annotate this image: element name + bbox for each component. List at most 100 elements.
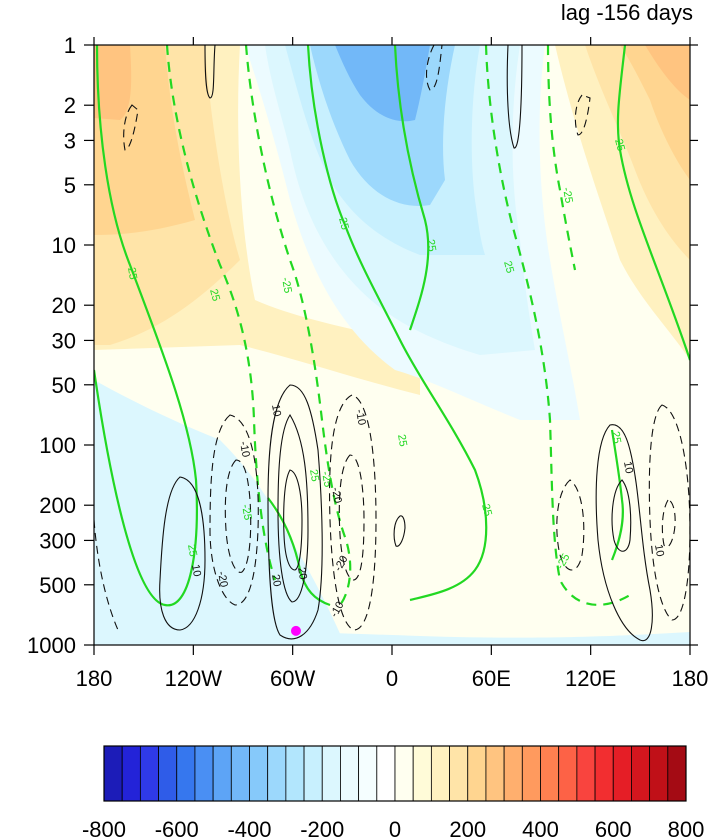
green-label-9: 25 bbox=[395, 433, 409, 447]
black-dashed-4 bbox=[328, 394, 377, 631]
green-label-6: 25 bbox=[501, 260, 516, 275]
colorbar-tick-label: 200 bbox=[449, 817, 486, 838]
colorbar-swatch bbox=[449, 745, 469, 802]
colorbar-swatch bbox=[176, 745, 196, 802]
plot-area: 25 25 -25 -25 25 25 -25 25 25 -25 25 25 … bbox=[94, 45, 690, 645]
x-tick-label: 60W bbox=[270, 666, 315, 691]
black-contour-9 bbox=[611, 479, 632, 552]
green-dashed-3 bbox=[484, 45, 631, 606]
shading-cool-core bbox=[335, 45, 430, 122]
green-contour-6 bbox=[267, 497, 331, 607]
colorbar-swatch bbox=[194, 745, 214, 802]
colorbar-tick-label: 800 bbox=[668, 817, 705, 838]
green-dashed-4 bbox=[546, 45, 577, 271]
colorbar-swatch bbox=[212, 745, 232, 802]
y-tick-label: 500 bbox=[39, 573, 76, 598]
x-tick-label: 180 bbox=[672, 666, 709, 691]
green-dashed-2 bbox=[244, 45, 352, 606]
black-contours bbox=[159, 45, 653, 642]
contour-labels: 25 25 -25 -25 25 25 -25 25 25 -25 25 25 … bbox=[125, 138, 666, 620]
green-label-10: -25 bbox=[319, 470, 334, 488]
black-label-6: -20 bbox=[215, 570, 230, 588]
x-tick-label: 120E bbox=[565, 666, 616, 691]
colorbar-swatch bbox=[139, 745, 159, 802]
colorbar-swatch bbox=[594, 745, 614, 802]
y-tick-label: 300 bbox=[39, 528, 76, 553]
green-contour-3 bbox=[393, 45, 430, 331]
colorbar-swatch bbox=[649, 745, 669, 802]
colorbar-swatch bbox=[521, 745, 541, 802]
black-label-5: 20 bbox=[295, 566, 309, 580]
x-tick-label: 120W bbox=[165, 666, 223, 691]
colorbar-swatch bbox=[576, 745, 596, 802]
y-tick-label: 2 bbox=[64, 93, 76, 118]
black-contour-1 bbox=[204, 45, 216, 99]
black-dashed-1 bbox=[123, 104, 139, 151]
colorbar-tick-label: 400 bbox=[522, 817, 559, 838]
black-label-3: 10 bbox=[189, 563, 203, 577]
shading-cool-bottom bbox=[94, 625, 690, 645]
colorbar-swatch bbox=[103, 745, 123, 802]
green-dashed-1 bbox=[165, 45, 277, 581]
colorbar-swatch bbox=[412, 745, 432, 802]
colorbar-swatch bbox=[394, 745, 414, 802]
green-contour-5 bbox=[610, 429, 624, 561]
colorbar-swatch bbox=[485, 745, 505, 802]
colorbar-tick-label: -800 bbox=[82, 817, 126, 838]
colorbar-swatch bbox=[321, 745, 341, 802]
black-contour-3 bbox=[267, 384, 323, 640]
colorbar-swatch bbox=[503, 745, 523, 802]
black-contour-4 bbox=[277, 413, 309, 603]
y-tick-label: 5 bbox=[64, 173, 76, 198]
green-contours bbox=[94, 45, 690, 607]
colorbar-tick-label: 0 bbox=[389, 817, 401, 838]
colorbar-swatch bbox=[631, 745, 651, 802]
green-label-5: 25 bbox=[424, 238, 438, 252]
colorbar-swatch bbox=[540, 745, 560, 802]
reference-point-marker bbox=[290, 625, 301, 636]
green-contour-4 bbox=[616, 45, 690, 361]
black-contour-7 bbox=[506, 45, 523, 149]
green-label-7: -25 bbox=[560, 186, 575, 204]
colorbar: -800 -600 -400 -200 0 200 400 600 800 bbox=[82, 745, 705, 838]
green-contour-1 bbox=[94, 45, 198, 607]
y-tick-label: 10 bbox=[52, 233, 76, 258]
y-tick-label: 50 bbox=[52, 373, 76, 398]
green-label-12: 25 bbox=[185, 543, 199, 557]
black-contour-8 bbox=[595, 424, 653, 642]
green-label-2: 25 bbox=[207, 288, 222, 303]
green-label-1: 25 bbox=[125, 266, 139, 280]
green-label-3: -25 bbox=[279, 276, 294, 294]
colorbar-tick-label: -600 bbox=[155, 817, 199, 838]
black-dashed-5 bbox=[338, 454, 365, 581]
y-tick-label: 3 bbox=[64, 128, 76, 153]
chart-title: lag -156 days bbox=[561, 0, 693, 25]
colorbar-swatch bbox=[430, 745, 450, 802]
green-label-4: -25 bbox=[335, 213, 351, 231]
black-label-10: 10 bbox=[621, 460, 635, 474]
x-axis: 180 120W 60W 0 60E 120E 180 bbox=[76, 37, 709, 691]
y-tick-label: 30 bbox=[52, 328, 76, 353]
green-label-11: 25 bbox=[479, 503, 494, 518]
colorbar-frame bbox=[103, 745, 687, 802]
y-tick-label: 200 bbox=[39, 493, 76, 518]
black-label-11: 10 bbox=[652, 543, 666, 557]
black-contour-2 bbox=[159, 476, 206, 631]
black-dashed-11 bbox=[661, 499, 676, 548]
colorbar-swatch bbox=[267, 745, 287, 802]
colorbar-swatch bbox=[467, 745, 487, 802]
colorbar-swatch bbox=[121, 745, 141, 802]
x-tick-label: 180 bbox=[76, 666, 113, 691]
x-tick-label: 0 bbox=[386, 666, 398, 691]
black-contour-6 bbox=[393, 515, 406, 547]
black-label-12: -20 bbox=[329, 486, 344, 504]
black-dashed-contours bbox=[94, 45, 690, 631]
colorbar-swatch bbox=[358, 745, 378, 802]
y-tick-label: 1 bbox=[64, 33, 76, 58]
y-tick-label: 20 bbox=[52, 293, 76, 318]
black-dashed-9 bbox=[648, 404, 690, 621]
green-label-8: 25 bbox=[612, 138, 627, 153]
green-label-15: -25 bbox=[239, 503, 254, 521]
colorbar-tick-label: 600 bbox=[595, 817, 632, 838]
